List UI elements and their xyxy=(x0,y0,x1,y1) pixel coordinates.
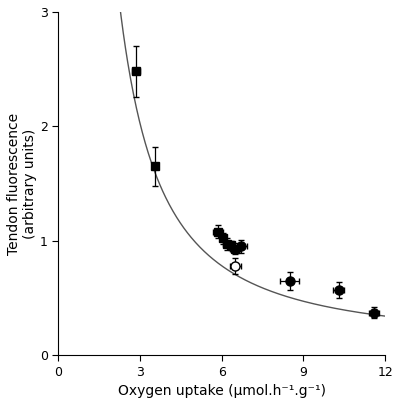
X-axis label: Oxygen uptake (μmol.h⁻¹.g⁻¹): Oxygen uptake (μmol.h⁻¹.g⁻¹) xyxy=(118,384,326,398)
Y-axis label: Tendon fluorescence
(arbitrary units): Tendon fluorescence (arbitrary units) xyxy=(7,113,37,255)
